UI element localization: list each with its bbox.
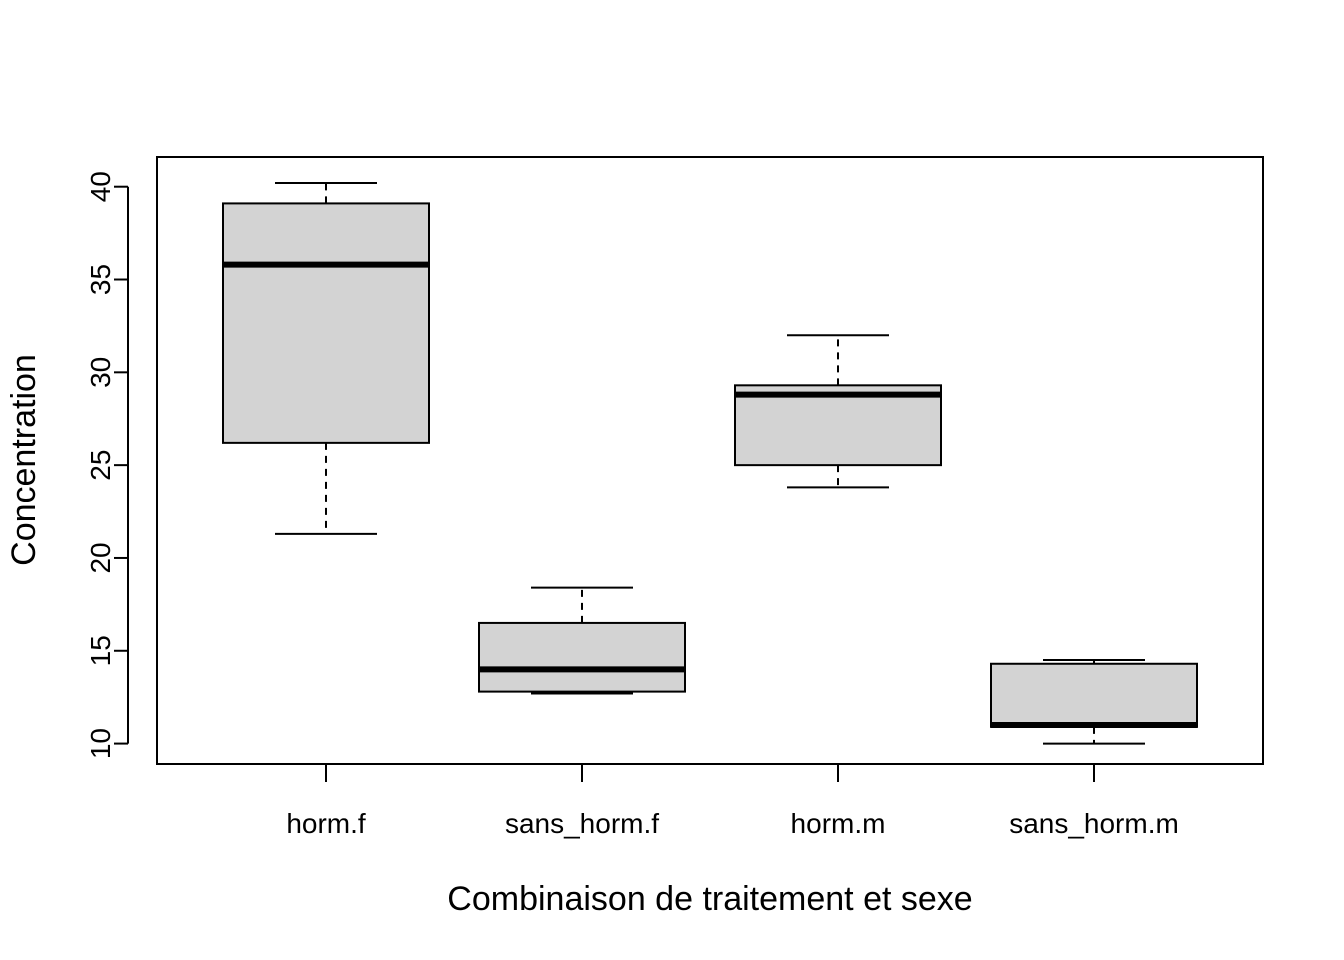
y-tick-label: 35 <box>85 264 116 295</box>
box-horm.m <box>734 334 942 489</box>
plot-frame <box>156 156 1264 765</box>
y-tick-label: 30 <box>85 357 116 388</box>
x-axis-title: Combinaison de traitement et sexe <box>447 880 972 918</box>
y-tick-label: 20 <box>85 542 116 573</box>
y-tick-label: 25 <box>85 450 116 481</box>
iqr-box <box>478 621 686 693</box>
iqr-box <box>734 384 942 467</box>
box-sans_horm.f <box>478 586 686 695</box>
y-axis-title: Concentration <box>5 354 43 566</box>
iqr-box <box>990 662 1198 728</box>
x-axis: horm.f sans_horm.f horm.m sans_horm.m <box>286 764 1179 839</box>
box-horm.f <box>222 181 430 535</box>
x-tick-label: horm.f <box>286 808 366 839</box>
y-tick-label: 40 <box>85 171 116 202</box>
y-tick-label: 10 <box>85 728 116 759</box>
x-tick-label: horm.m <box>791 808 886 839</box>
y-axis: 10 15 20 25 30 35 40 <box>85 171 129 759</box>
iqr-box <box>222 202 430 444</box>
box-sans_horm.m <box>990 659 1198 745</box>
y-tick-label: 15 <box>85 635 116 666</box>
box-series <box>222 181 1198 745</box>
x-tick-label: sans_horm.f <box>505 808 659 839</box>
x-tick-label: sans_horm.m <box>1009 808 1179 839</box>
